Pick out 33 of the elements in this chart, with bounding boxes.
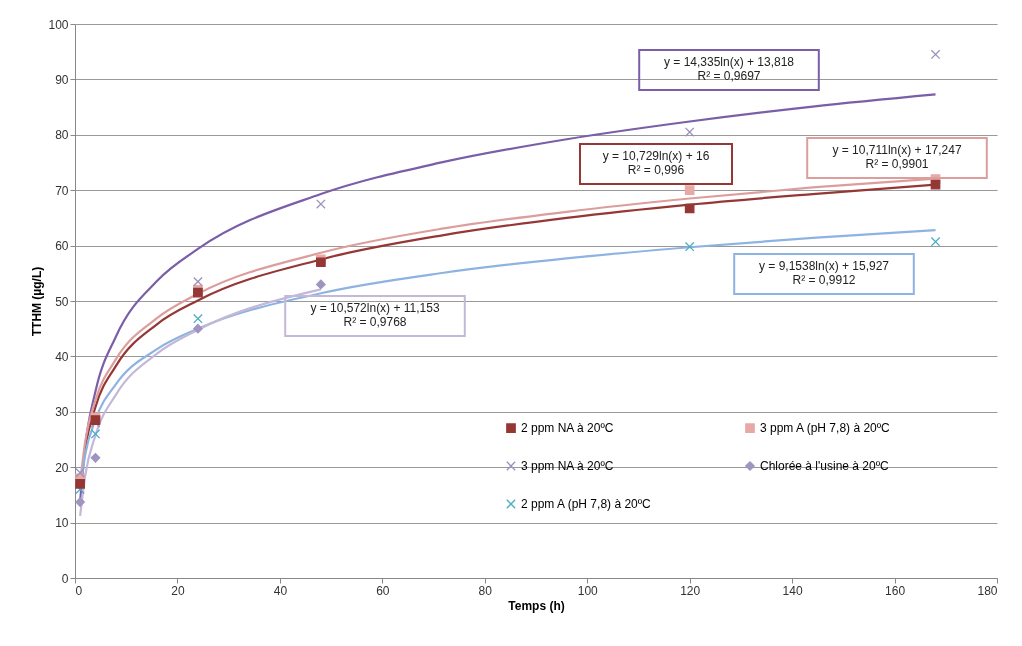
x-tick-label: 20 (171, 583, 185, 598)
annotation: y = 10,572ln(x) + 11,153 R² = 0,9768 (310, 301, 440, 329)
annotation: y = 10,729ln(x) + 16 R² = 0,996 (602, 149, 710, 177)
y-tick-label: 90 (55, 72, 69, 87)
annotation: y = 14,335ln(x) + 13,818 R² = 0,9697 (663, 55, 795, 83)
legend-label: Chlorée à l'usine à 20ºC (760, 459, 890, 473)
x-tick-label: 100 (577, 583, 599, 598)
y-tick-label: 100 (48, 17, 69, 32)
y-tick-label: 50 (55, 294, 69, 309)
x-tick-label: 160 (885, 583, 906, 598)
legend-label: 2 ppm NA à 20ºC (521, 421, 614, 436)
annotation: y = 9,1538ln(x) + 15,927 R² = 0,9912 (758, 259, 890, 287)
y-tick-label: 30 (55, 405, 69, 420)
x-axis-title: Temps (h) (508, 598, 565, 613)
x-tick-label: 140 (782, 583, 803, 598)
x-tick-label: 0 (75, 583, 83, 598)
y-tick-label: 60 (55, 239, 69, 254)
legend-label: 3 ppm NA à 20ºC (521, 459, 614, 473)
x-tick-label: 120 (680, 583, 701, 598)
x-tick-label: 80 (478, 583, 493, 598)
y-tick-label: 80 (55, 128, 69, 143)
y-tick-label: 20 (55, 460, 69, 475)
x-tick-label: 60 (376, 583, 390, 598)
y-tick-label: 70 (55, 183, 69, 198)
y-tick-label: 40 (55, 349, 69, 364)
y-axis-title: TTHM (µg/L) (30, 266, 45, 337)
y-tick-label: 10 (55, 516, 69, 531)
legend-label: 2 ppm A (pH 7,8) à 20ºC (521, 497, 652, 511)
annotation: y = 10,711ln(x) + 17,247 R² = 0,9901 (832, 143, 962, 171)
x-tick-label: 180 (977, 583, 998, 598)
legend-label: 3 ppm A (pH 7,8) à 20ºC (760, 421, 891, 436)
y-tick-label: 0 (61, 571, 69, 586)
x-tick-label: 40 (273, 583, 288, 598)
